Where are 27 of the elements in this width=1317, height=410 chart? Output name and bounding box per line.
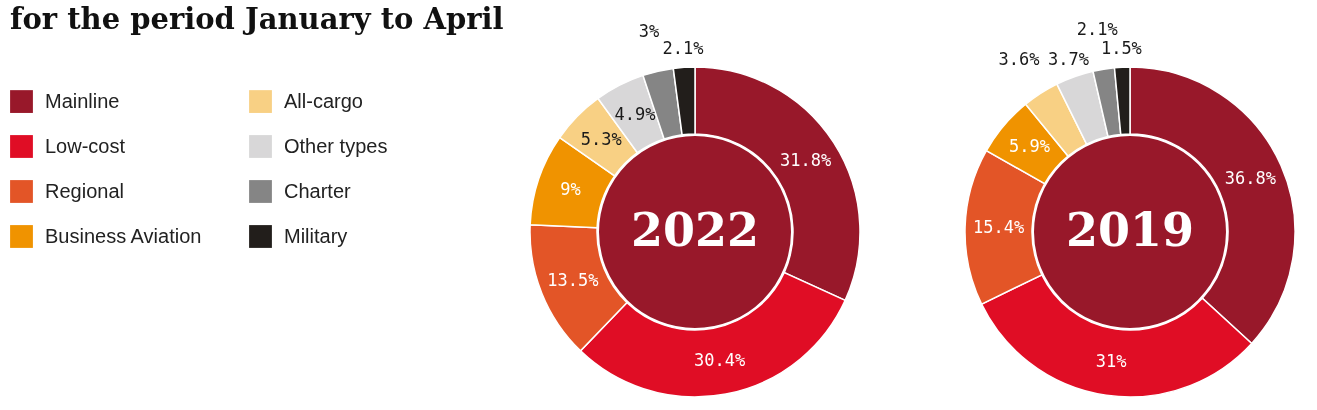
legend-label: All-cargo [284, 89, 363, 112]
legend-label: Mainline [45, 89, 120, 112]
data-label: 5.9% [1009, 136, 1050, 157]
data-label: 36.8% [1224, 168, 1276, 189]
legend-label: Charter [284, 179, 352, 202]
data-label: 3.6% [998, 48, 1040, 69]
data-label: 5.3% [580, 128, 622, 149]
data-label: 3% [638, 21, 660, 42]
data-label: 30.4% [694, 350, 746, 371]
data-label: 4.9% [614, 104, 656, 125]
data-label: 2.1% [1076, 18, 1118, 39]
legend-label: Low-cost [45, 134, 126, 157]
data-label: 31% [1095, 351, 1127, 372]
data-label: 9% [560, 178, 581, 199]
slice-label: 2022 [630, 203, 760, 257]
legend-label: Business Aviation [45, 224, 202, 247]
data-label: 31.8% [779, 149, 832, 170]
slice-label: 2019 [1065, 203, 1195, 257]
data-label: 15.4% [972, 216, 1025, 237]
data-label: 13.5% [547, 269, 599, 290]
legend-label: Other types [284, 134, 388, 157]
data-label: 3.7% [1048, 48, 1090, 69]
data-label: 2.1% [662, 38, 704, 59]
legend-label: Regional [45, 179, 124, 202]
legend-label: Military [284, 224, 348, 247]
data-label: 1.5% [1100, 38, 1142, 59]
chart-title: for the period January to April [10, 2, 504, 36]
